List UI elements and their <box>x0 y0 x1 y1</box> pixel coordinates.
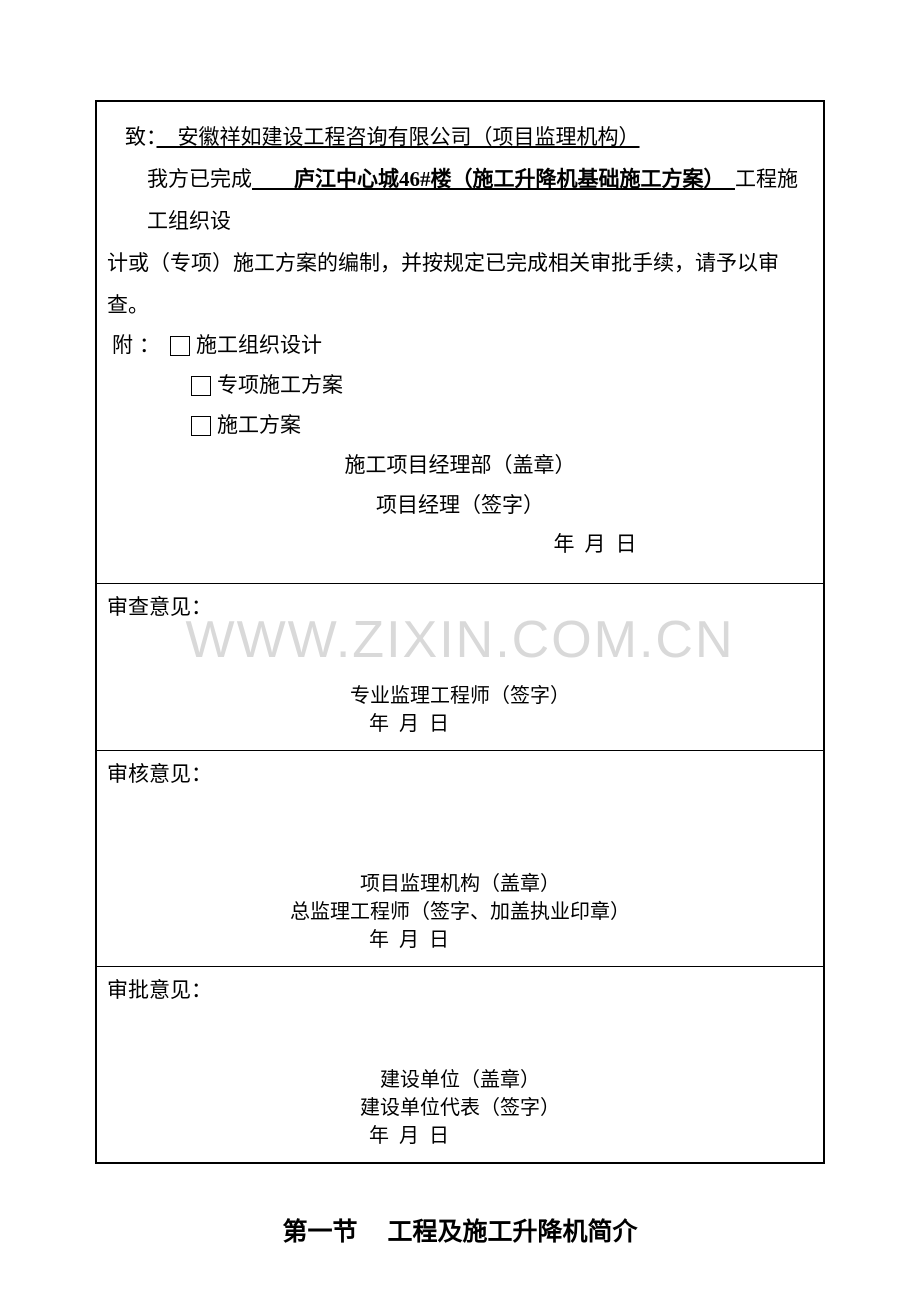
to-label: 致： <box>125 125 157 149</box>
audit-sig-1: 项目监理机构（盖章） <box>107 870 813 898</box>
attach-label: 附： <box>112 326 166 366</box>
attach-row-1: 附： 施工组织设计 <box>107 326 813 366</box>
section-approval: 审批意见： 建设单位（盖章） 建设单位代表（签字） 年月日 <box>97 967 823 1162</box>
section-review: 审查意见： 专业监理工程师（签字） 年月日 <box>97 584 823 750</box>
review-label: 审查意见： <box>107 592 813 624</box>
heading-post: 工程及施工升降机简介 <box>388 1218 638 1246</box>
audit-label: 审核意见： <box>107 759 813 791</box>
review-sig: 专业监理工程师（签字） <box>107 682 813 710</box>
to-value: 安徽祥如建设工程咨询有限公司（项目监理机构） <box>157 125 640 149</box>
page: 致： 安徽祥如建设工程咨询有限公司（项目监理机构） 我方已完成 庐江中心城46#… <box>0 0 920 1308</box>
stamp-line-2: 项目经理（签字） <box>107 486 813 526</box>
audit-sig-block: 项目监理机构（盖章） 总监理工程师（签字、加盖执业印章） 年月日 <box>107 870 813 954</box>
attach-row-3: 施工方案 <box>107 406 813 446</box>
checkbox-3-label: 施工方案 <box>217 406 301 446</box>
stamp-line-1: 施工项目经理部（盖章） <box>107 446 813 486</box>
heading-pre: 第一节 <box>282 1218 357 1246</box>
section-submission: 致： 安徽祥如建设工程咨询有限公司（项目监理机构） 我方已完成 庐江中心城46#… <box>97 102 823 583</box>
checkbox-2-label: 专项施工方案 <box>217 366 343 406</box>
approval-date: 年月日 <box>107 1122 813 1150</box>
audit-date: 年月日 <box>107 926 813 954</box>
attach-row-2: 专项施工方案 <box>107 366 813 406</box>
checkbox-1[interactable] <box>170 336 190 356</box>
completed-pre: 我方已完成 <box>147 167 252 191</box>
line3: 计或（专项）施工方案的编制，并按规定已完成相关审批手续，请予以审查。 <box>107 242 813 326</box>
section-heading: 第一节 工程及施工升降机简介 <box>95 1212 825 1248</box>
form-table: 致： 安徽祥如建设工程咨询有限公司（项目监理机构） 我方已完成 庐江中心城46#… <box>95 100 825 1164</box>
approval-label: 审批意见： <box>107 975 813 1007</box>
approval-sig-1: 建设单位（盖章） <box>107 1066 813 1094</box>
completed-project: 庐江中心城46#楼（施工升降机基础施工方案） <box>252 167 735 191</box>
approval-sig-2: 建设单位代表（签字） <box>107 1094 813 1122</box>
review-sig-block: 专业监理工程师（签字） 年月日 <box>107 682 813 738</box>
audit-sig-2: 总监理工程师（签字、加盖执业印章） <box>107 898 813 926</box>
approval-sig-block: 建设单位（盖章） 建设单位代表（签字） 年月日 <box>107 1066 813 1150</box>
review-date: 年月日 <box>107 710 813 738</box>
checkbox-3[interactable] <box>191 416 211 436</box>
section-audit: 审核意见： 项目监理机构（盖章） 总监理工程师（签字、加盖执业印章） 年月日 <box>97 751 823 966</box>
date-line-1: 年月日 <box>107 525 813 565</box>
checkbox-2[interactable] <box>191 376 211 396</box>
checkbox-1-label: 施工组织设计 <box>196 326 322 366</box>
